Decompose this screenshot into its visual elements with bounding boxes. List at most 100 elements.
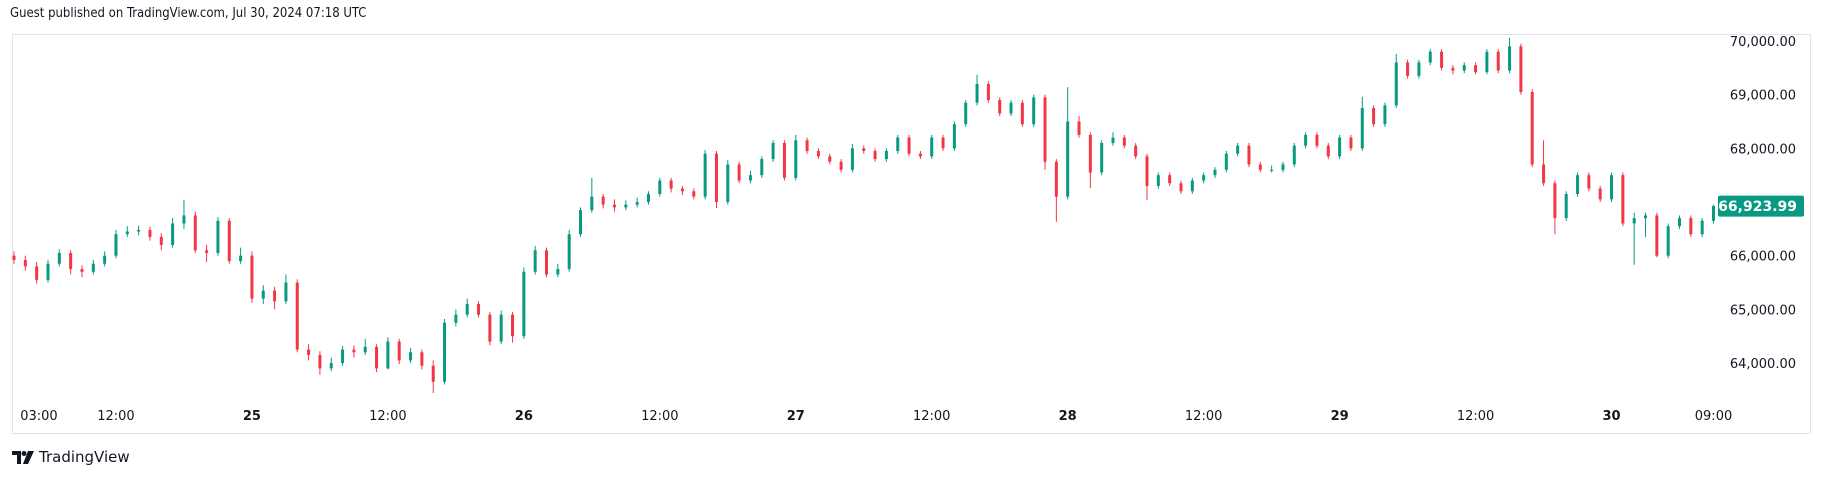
candle-body (114, 234, 118, 256)
candle (69, 250, 73, 275)
candle (1462, 62, 1466, 74)
candle (1088, 132, 1092, 189)
candle (1122, 134, 1126, 149)
candle (352, 345, 356, 358)
candle (998, 97, 1002, 117)
candle (1406, 59, 1410, 79)
candle-body (1417, 62, 1421, 76)
candle (1281, 161, 1285, 173)
candle (46, 259, 50, 283)
candle (986, 81, 990, 103)
time-tick-label: 27 (787, 409, 805, 424)
candle-body (1519, 46, 1523, 92)
candle-body (375, 346, 379, 369)
candle (205, 244, 209, 263)
candle (35, 262, 39, 284)
candle (1644, 212, 1648, 237)
candle-body (1508, 46, 1512, 71)
candle-body (1088, 134, 1092, 173)
candles-layer (12, 37, 1715, 394)
candle (1530, 89, 1534, 168)
candle (805, 137, 809, 154)
candle (261, 285, 265, 304)
candle (295, 279, 299, 353)
candle-body (828, 156, 832, 162)
candle-body (737, 164, 741, 181)
candle-body (680, 188, 684, 192)
price-axis[interactable]: 70,000.00 69,000.00 68,000.00 66,000.00 65,0… (1730, 35, 1796, 372)
time-tick-label: 12:00 (1185, 409, 1222, 424)
candle (952, 121, 956, 152)
time-tick-label: 12:00 (913, 409, 950, 424)
candle-body (511, 314, 515, 337)
candle (646, 191, 650, 205)
candle-body (556, 269, 560, 275)
candle-body (227, 220, 231, 262)
candle-body (159, 236, 163, 245)
candle (409, 347, 413, 364)
candle (794, 134, 798, 181)
candle-body (1700, 220, 1704, 235)
candle-body (295, 282, 299, 350)
candle (227, 218, 231, 264)
candle-body (443, 322, 447, 382)
candle (431, 360, 435, 394)
candle-body (850, 148, 854, 170)
candle-body (703, 153, 707, 197)
candle-body (397, 341, 401, 361)
candle (658, 177, 662, 197)
candle-body (567, 234, 571, 270)
candle-body (363, 346, 367, 353)
candle (1417, 59, 1421, 79)
candle-body (896, 137, 900, 152)
candle (1632, 212, 1636, 265)
candle (533, 246, 537, 275)
candle-body (46, 263, 50, 280)
candle-body (1564, 193, 1568, 219)
candle (397, 338, 401, 365)
candle-body (1383, 105, 1387, 125)
candle-body (1485, 51, 1489, 73)
candle-body (692, 191, 696, 197)
candle (850, 144, 854, 173)
candle (182, 199, 186, 229)
candle-body (148, 229, 152, 237)
candle (1372, 105, 1376, 127)
candle-body (125, 231, 129, 235)
candle (1292, 142, 1296, 168)
candle (125, 226, 129, 237)
candle (828, 153, 832, 165)
candle (545, 247, 549, 278)
time-axis[interactable]: 03:00 12:00 25 12:00 26 12:00 27 12:00 28 12:00 29… (20, 409, 1732, 424)
candle (1564, 191, 1568, 221)
candle (1145, 153, 1149, 200)
tradingview-branding[interactable]: TradingView (12, 448, 130, 466)
candle (148, 226, 152, 241)
candle (1474, 62, 1478, 75)
candle-body (1213, 169, 1217, 176)
candle (930, 134, 934, 160)
candle (862, 145, 866, 154)
candle-body (907, 137, 911, 154)
candle-body (250, 255, 254, 299)
candle-body (533, 250, 537, 272)
candle-body (964, 102, 968, 125)
candle (1553, 180, 1557, 235)
candle-body (1168, 175, 1172, 184)
candle (964, 100, 968, 127)
time-tick-label: 26 (515, 409, 533, 424)
candle (1678, 215, 1682, 229)
candle-body (1394, 62, 1398, 106)
candle-body (590, 196, 594, 211)
candle (1270, 165, 1274, 173)
candle (488, 312, 492, 346)
candle (12, 251, 16, 264)
candle-body (1315, 134, 1319, 146)
candle (318, 351, 322, 375)
candle-body (1009, 102, 1013, 114)
candle-body (1032, 97, 1036, 125)
candle-body (1576, 175, 1580, 194)
candle-body (1292, 145, 1296, 165)
candle (748, 170, 752, 184)
